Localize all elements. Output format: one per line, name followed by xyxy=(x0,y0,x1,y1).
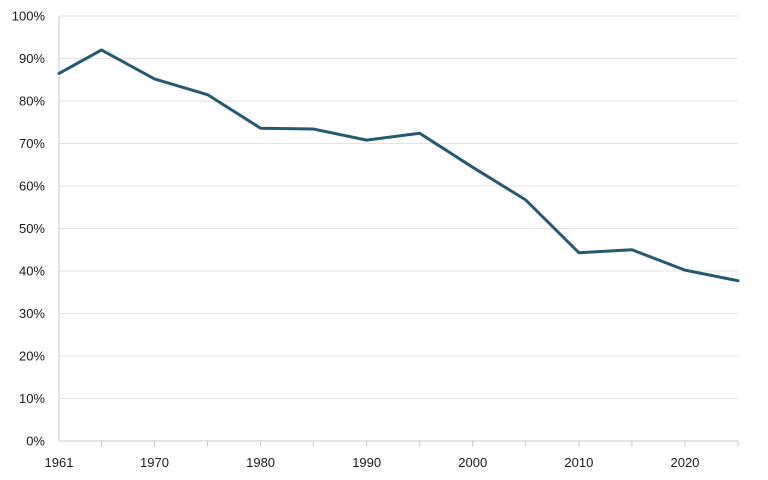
data-point-1975 xyxy=(206,93,210,97)
data-point-1985 xyxy=(312,127,316,131)
data-point-1965 xyxy=(99,48,103,52)
y-tick-label-10: 10% xyxy=(19,391,45,406)
data-point-2010 xyxy=(577,251,581,255)
data-point-2015 xyxy=(630,248,634,252)
x-tick-label-2020: 2020 xyxy=(670,455,699,470)
tick-labels: 0% 10% 20% 30% 40% 50% 60% 70% 80% 90% 100% 1961 197… xyxy=(12,9,700,471)
y-tick-label-80: 80% xyxy=(19,94,45,109)
y-tick-label-20: 20% xyxy=(19,349,45,364)
y-tick-label-60: 60% xyxy=(19,179,45,194)
gridlines xyxy=(59,15,738,399)
data-point-2020 xyxy=(683,268,687,272)
y-tick-label-50: 50% xyxy=(19,221,45,236)
data-point-2005 xyxy=(524,198,528,202)
series-layer xyxy=(57,48,740,283)
data-point-1961 xyxy=(57,71,61,75)
series-line-0 xyxy=(57,48,740,283)
y-tick-label-30: 30% xyxy=(19,306,45,321)
axes xyxy=(58,16,739,447)
y-tick-label-0: 0% xyxy=(26,434,45,449)
x-tick-label-2010: 2010 xyxy=(564,455,593,470)
y-tick-label-40: 40% xyxy=(19,264,45,279)
data-point-1990 xyxy=(365,138,369,142)
data-point-2025 xyxy=(736,279,740,283)
x-tick-label-2000: 2000 xyxy=(458,455,487,470)
data-point-1995 xyxy=(418,131,422,135)
x-tick-label-1990: 1990 xyxy=(352,455,381,470)
x-tick-label-1961: 1961 xyxy=(45,455,74,470)
x-tick-label-1980: 1980 xyxy=(246,455,275,470)
data-point-2000 xyxy=(471,165,475,169)
data-point-1970 xyxy=(152,77,156,81)
y-tick-label-90: 90% xyxy=(19,51,45,66)
data-point-1980 xyxy=(259,126,263,130)
x-tick-label-1970: 1970 xyxy=(140,455,169,470)
y-tick-label-70: 70% xyxy=(19,136,45,151)
y-tick-label-100: 100% xyxy=(12,9,46,24)
